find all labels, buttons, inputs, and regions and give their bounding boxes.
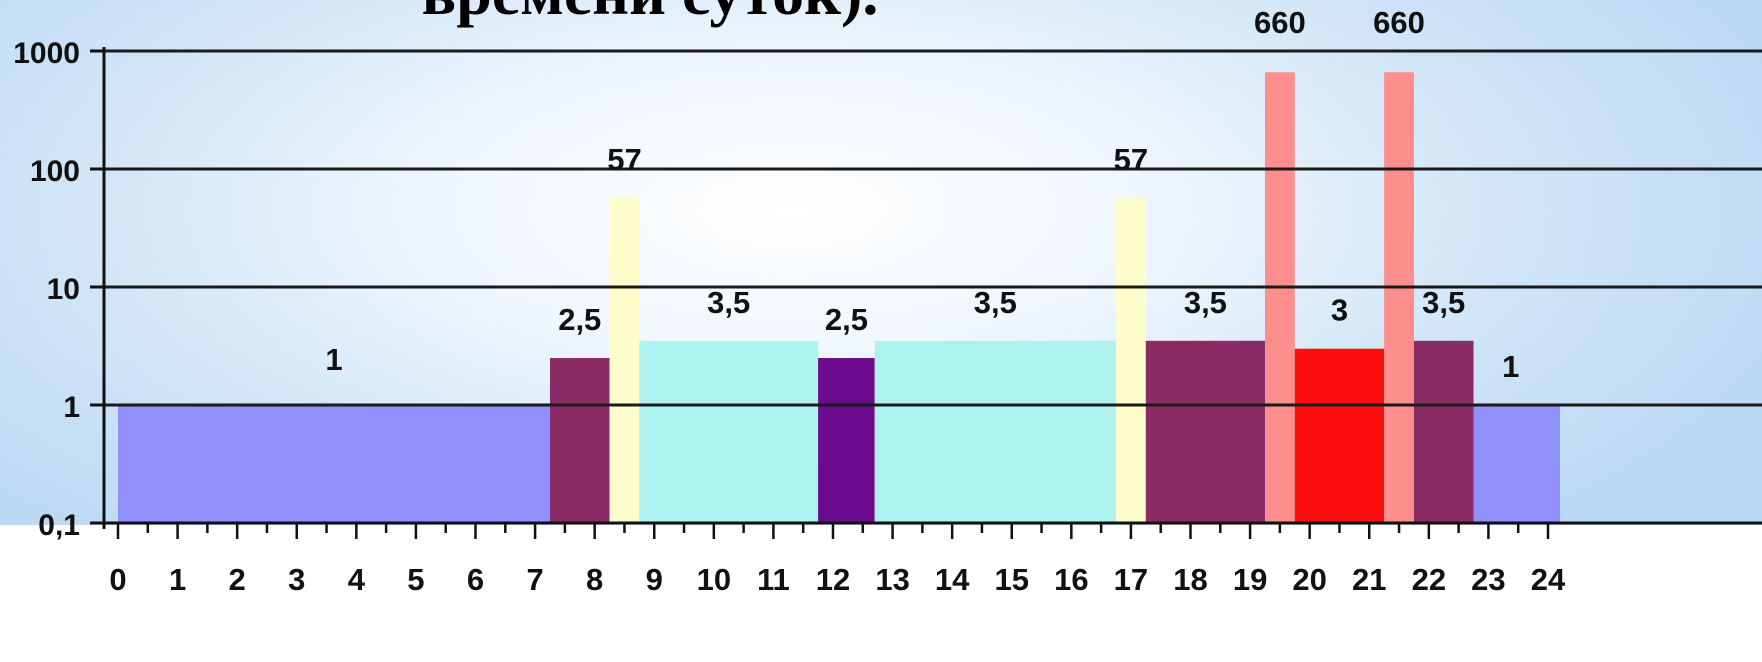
bar-11 bbox=[1413, 340, 1474, 523]
x-tick-label-2: 2 bbox=[229, 562, 246, 597]
bar-10 bbox=[1384, 72, 1414, 523]
y-tick-label-0: 1000 bbox=[13, 37, 80, 70]
x-tick-label-20: 20 bbox=[1292, 562, 1326, 597]
bar-7 bbox=[1145, 340, 1265, 523]
data-label-2: 57 bbox=[607, 142, 641, 177]
data-label-6: 57 bbox=[1114, 142, 1148, 177]
bar-0 bbox=[118, 405, 550, 523]
x-tick-label-1: 1 bbox=[169, 562, 186, 597]
x-tick-label-17: 17 bbox=[1114, 562, 1148, 597]
data-label-11: 3,5 bbox=[1422, 285, 1465, 320]
chart-title: времени суток). bbox=[0, 0, 1300, 30]
bar-3 bbox=[639, 340, 819, 523]
x-tick-label-24: 24 bbox=[1531, 562, 1566, 597]
x-tick-label-15: 15 bbox=[995, 562, 1029, 597]
bar-5 bbox=[874, 340, 1117, 523]
x-tick-label-0: 0 bbox=[109, 562, 126, 597]
data-label-9: 3 bbox=[1331, 293, 1348, 328]
x-tick-label-8: 8 bbox=[586, 562, 603, 597]
y-tick-label-4: 0,1 bbox=[38, 509, 80, 542]
x-tick-label-13: 13 bbox=[875, 562, 909, 597]
x-tick-label-12: 12 bbox=[816, 562, 850, 597]
x-tick-label-14: 14 bbox=[935, 562, 970, 597]
x-tick-label-10: 10 bbox=[697, 562, 731, 597]
bar-2 bbox=[609, 197, 640, 523]
bar-12 bbox=[1473, 405, 1560, 523]
y-tick-label-2: 10 bbox=[47, 273, 80, 306]
data-label-3: 3,5 bbox=[707, 285, 750, 320]
x-tick-label-21: 21 bbox=[1352, 562, 1386, 597]
x-tick-label-6: 6 bbox=[467, 562, 484, 597]
x-tick-label-23: 23 bbox=[1471, 562, 1505, 597]
data-label-12: 1 bbox=[1502, 349, 1519, 384]
x-tick-label-5: 5 bbox=[407, 562, 424, 597]
x-tick-label-3: 3 bbox=[288, 562, 305, 597]
bar-4 bbox=[818, 358, 875, 523]
x-tick-label-18: 18 bbox=[1173, 562, 1207, 597]
data-label-1: 2,5 bbox=[558, 302, 601, 337]
data-label-0: 1 bbox=[325, 342, 342, 377]
bar-9 bbox=[1294, 348, 1385, 523]
x-tick-label-7: 7 bbox=[526, 562, 543, 597]
data-label-8: 660 bbox=[1254, 5, 1306, 40]
data-label-4: 2,5 bbox=[825, 302, 868, 337]
x-tick-label-4: 4 bbox=[348, 562, 366, 597]
data-label-7: 3,5 bbox=[1184, 285, 1227, 320]
data-label-5: 3,5 bbox=[974, 285, 1017, 320]
x-tick-label-11: 11 bbox=[757, 562, 790, 597]
bar-6 bbox=[1116, 197, 1146, 523]
bar-8 bbox=[1264, 72, 1295, 523]
x-tick-label-19: 19 bbox=[1233, 562, 1267, 597]
x-tick-label-9: 9 bbox=[646, 562, 663, 597]
bar-1 bbox=[549, 358, 610, 523]
y-tick-label-3: 1 bbox=[63, 391, 80, 424]
data-label-10: 660 bbox=[1373, 5, 1425, 40]
x-tick-label-16: 16 bbox=[1054, 562, 1088, 597]
y-tick-label-1: 100 bbox=[30, 155, 80, 188]
x-tick-label-22: 22 bbox=[1412, 562, 1446, 597]
